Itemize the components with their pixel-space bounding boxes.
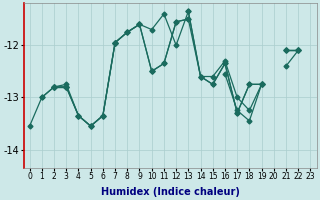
X-axis label: Humidex (Indice chaleur): Humidex (Indice chaleur) — [100, 187, 239, 197]
